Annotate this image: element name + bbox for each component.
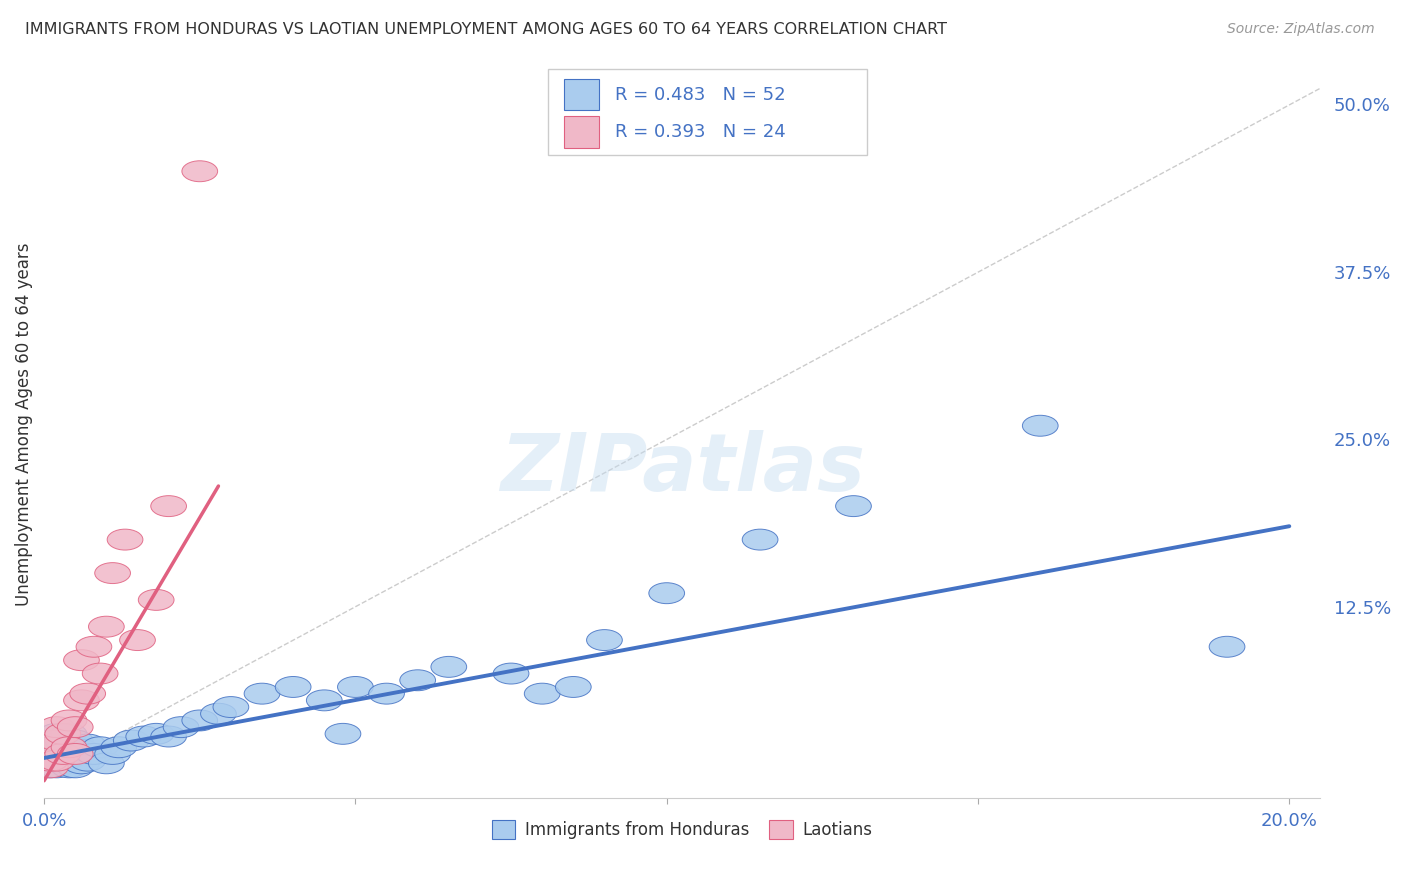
Ellipse shape (114, 730, 149, 751)
Ellipse shape (163, 716, 200, 738)
Text: R = 0.393   N = 24: R = 0.393 N = 24 (614, 123, 786, 141)
Ellipse shape (138, 590, 174, 610)
Ellipse shape (32, 757, 69, 778)
Ellipse shape (63, 690, 100, 711)
Ellipse shape (51, 747, 87, 768)
Ellipse shape (325, 723, 361, 744)
Ellipse shape (1209, 636, 1244, 657)
Ellipse shape (524, 683, 560, 704)
Ellipse shape (1022, 416, 1059, 436)
Ellipse shape (127, 726, 162, 747)
Ellipse shape (39, 737, 75, 757)
Legend: Immigrants from Honduras, Laotians: Immigrants from Honduras, Laotians (485, 814, 880, 846)
Ellipse shape (58, 730, 93, 751)
Ellipse shape (76, 636, 112, 657)
Ellipse shape (39, 757, 75, 778)
FancyBboxPatch shape (548, 70, 868, 155)
FancyBboxPatch shape (564, 117, 599, 148)
Ellipse shape (63, 739, 100, 760)
Ellipse shape (63, 753, 100, 773)
Ellipse shape (648, 582, 685, 604)
Ellipse shape (742, 529, 778, 550)
Ellipse shape (107, 529, 143, 550)
Ellipse shape (51, 737, 87, 757)
Ellipse shape (51, 710, 87, 731)
Ellipse shape (39, 750, 75, 771)
Ellipse shape (70, 683, 105, 704)
Ellipse shape (58, 757, 93, 778)
Ellipse shape (181, 161, 218, 182)
Text: ZIPatlas: ZIPatlas (499, 430, 865, 508)
Ellipse shape (150, 726, 187, 747)
Ellipse shape (39, 723, 75, 744)
Ellipse shape (51, 737, 87, 757)
Ellipse shape (39, 730, 75, 751)
Ellipse shape (181, 710, 218, 731)
Ellipse shape (32, 750, 69, 771)
Ellipse shape (32, 757, 69, 778)
Text: Source: ZipAtlas.com: Source: ZipAtlas.com (1227, 22, 1375, 37)
Text: R = 0.483   N = 52: R = 0.483 N = 52 (614, 86, 785, 103)
Ellipse shape (150, 496, 187, 516)
Ellipse shape (63, 649, 100, 671)
Ellipse shape (45, 753, 80, 773)
Ellipse shape (101, 737, 136, 757)
Ellipse shape (307, 690, 342, 711)
Ellipse shape (555, 676, 591, 698)
Ellipse shape (201, 703, 236, 724)
Ellipse shape (94, 563, 131, 583)
Ellipse shape (39, 716, 75, 738)
Ellipse shape (76, 743, 112, 764)
Ellipse shape (32, 737, 69, 757)
Ellipse shape (94, 743, 131, 764)
Text: IMMIGRANTS FROM HONDURAS VS LAOTIAN UNEMPLOYMENT AMONG AGES 60 TO 64 YEARS CORRE: IMMIGRANTS FROM HONDURAS VS LAOTIAN UNEM… (25, 22, 948, 37)
Ellipse shape (45, 743, 80, 764)
Ellipse shape (58, 716, 93, 738)
Ellipse shape (835, 496, 872, 516)
Ellipse shape (32, 750, 69, 771)
Ellipse shape (494, 663, 529, 684)
FancyBboxPatch shape (564, 79, 599, 111)
Ellipse shape (39, 750, 75, 771)
Ellipse shape (58, 743, 93, 764)
Ellipse shape (83, 737, 118, 757)
Ellipse shape (70, 750, 105, 771)
Ellipse shape (51, 757, 87, 778)
Ellipse shape (83, 663, 118, 684)
Ellipse shape (586, 630, 623, 650)
Ellipse shape (337, 676, 373, 698)
Ellipse shape (138, 723, 174, 744)
Ellipse shape (45, 743, 80, 764)
Ellipse shape (430, 657, 467, 677)
Ellipse shape (245, 683, 280, 704)
Ellipse shape (399, 670, 436, 690)
Ellipse shape (58, 743, 93, 764)
Ellipse shape (214, 697, 249, 717)
Ellipse shape (70, 734, 105, 755)
Y-axis label: Unemployment Among Ages 60 to 64 years: Unemployment Among Ages 60 to 64 years (15, 243, 32, 607)
Ellipse shape (120, 630, 156, 650)
Ellipse shape (51, 723, 87, 744)
Ellipse shape (45, 723, 80, 744)
Ellipse shape (32, 743, 69, 764)
Ellipse shape (276, 676, 311, 698)
Ellipse shape (32, 730, 69, 751)
Ellipse shape (368, 683, 405, 704)
Ellipse shape (45, 730, 80, 751)
Ellipse shape (89, 616, 124, 637)
Ellipse shape (89, 753, 124, 773)
